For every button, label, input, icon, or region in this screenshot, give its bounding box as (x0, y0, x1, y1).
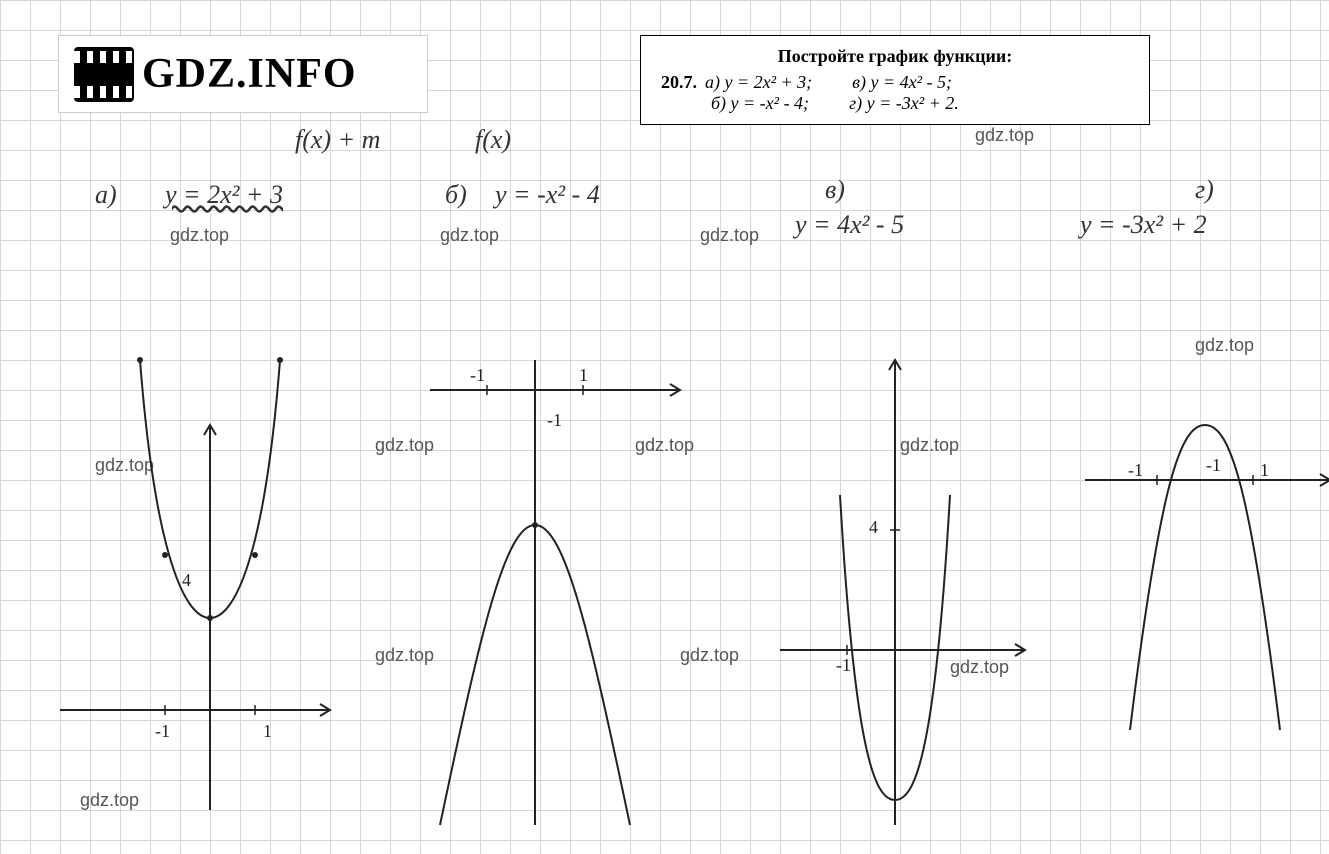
graph-g (1075, 390, 1329, 770)
problem-title: Постройте график функции: (661, 46, 1129, 67)
graph-a-minus1: -1 (155, 721, 170, 742)
graph-v-minus1: -1 (836, 655, 851, 676)
graph-a (40, 340, 360, 820)
task-b-label: б) (445, 180, 467, 210)
problem-number: 20.7. (661, 72, 697, 93)
graph-a-four: 4 (182, 570, 191, 591)
film-icon (74, 47, 134, 102)
graph-v-four: 4 (869, 517, 878, 538)
watermark: gdz.top (170, 225, 229, 246)
watermark: gdz.top (700, 225, 759, 246)
task-a-label: а) (95, 180, 117, 210)
graph-g-minus1: -1 (1128, 460, 1143, 481)
task-v-eq: y = 4x² - 5 (795, 210, 904, 240)
task-a-eq: y = 2x² + 3 (165, 180, 283, 210)
graph-b-minus1y: -1 (547, 410, 562, 431)
task-g-label: г) (1195, 175, 1214, 205)
problem-item-a: а) y = 2x² + 3; (705, 72, 812, 93)
graph-b-onex: 1 (579, 365, 588, 386)
task-b-eq: y = -x² - 4 (495, 180, 600, 210)
hw-expr-fx-m: f(x) + m (295, 125, 380, 155)
task-v-label: в) (825, 175, 845, 205)
hw-expr-fx: f(x) (475, 125, 511, 155)
graph-g-neg1tick: -1 (1206, 455, 1221, 476)
watermark: gdz.top (975, 125, 1034, 146)
problem-item-g: г) y = -3x² + 2. (849, 93, 959, 114)
watermark: gdz.top (1195, 335, 1254, 356)
task-g-eq: y = -3x² + 2 (1080, 210, 1207, 240)
graph-v (770, 355, 1050, 845)
graph-a-one: 1 (263, 721, 272, 742)
logo-box: GDZ.INFO (58, 35, 428, 113)
watermark: gdz.top (440, 225, 499, 246)
graph-g-one: 1 (1260, 460, 1269, 481)
problem-statement-box: Постройте график функции: 20.7. а) y = 2… (640, 35, 1150, 125)
problem-item-v: в) y = 4x² - 5; (852, 72, 952, 93)
problem-item-b: б) y = -x² - 4; (711, 93, 809, 114)
logo-text: GDZ.INFO (142, 50, 357, 98)
graph-b-minus1x: -1 (470, 365, 485, 386)
